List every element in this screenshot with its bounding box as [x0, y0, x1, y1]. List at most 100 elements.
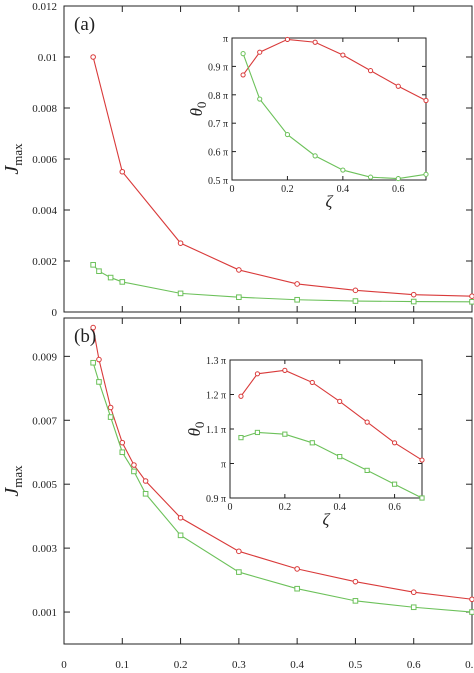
main-a-ylabel: Jmax	[1, 143, 25, 175]
main-b-xtick-label: 0.1	[115, 659, 129, 671]
inset-b-ylabel: θ0	[185, 422, 207, 437]
inset-a-ytick-label: 0.6 π	[208, 148, 228, 159]
main-a-series-2-point	[469, 299, 474, 305]
inset-b-series-1-point	[337, 398, 343, 404]
inset-a-frame	[231, 37, 427, 181]
inset-b-series-2-point	[391, 481, 398, 487]
main-b-series-1-point	[90, 324, 96, 331]
inset-a-series-2-point	[340, 167, 346, 173]
inset-b-series-1-line	[240, 369, 423, 461]
inset-a-xtick-label: 0.6	[392, 184, 405, 195]
inset-a-series-1-point	[340, 52, 346, 58]
main-b-series-2-point	[119, 449, 126, 456]
main-b-xtick-label: 0.5	[349, 659, 363, 671]
main-b-xtick-label: 0.4	[290, 659, 304, 671]
main-a-ytick-label: 0.004	[32, 205, 57, 217]
main-a-series-2-point	[352, 298, 359, 304]
inset-b-series-2-line	[240, 431, 423, 499]
inset-a-series-2-point	[395, 175, 401, 182]
inset-a-series-2-point	[312, 153, 318, 159]
inset-b-ytick-label: 1.3 π	[206, 356, 226, 367]
main-b-series-2-point	[96, 379, 102, 385]
main-a-series-1-point	[469, 293, 474, 299]
main-b-xtick-label: 0.6	[407, 659, 421, 671]
inset-a-xtick-label: 0.2	[281, 184, 294, 195]
main-b-xtick-label: 0.7	[465, 659, 474, 671]
main-a-ytick-label: 0	[52, 307, 58, 319]
inset-a-ylabel-main: θ	[187, 108, 206, 116]
main-b-series-1-point	[469, 596, 474, 603]
main-b-series-2-point	[352, 598, 359, 604]
inset-b-series-1-point	[282, 367, 288, 373]
main-b-frame	[63, 317, 473, 645]
inset-a-ylabel: θ0	[187, 102, 209, 117]
inset-a-ytick-label: π	[223, 34, 228, 45]
main-b-ylabel: Jmax	[1, 465, 25, 497]
inset-b-series-1-point	[419, 457, 425, 463]
inset-a-series-1-point	[284, 36, 291, 43]
main-b-series-2-point	[469, 609, 474, 615]
main-b-series-2-point	[177, 532, 184, 539]
main-b-series-1-point	[131, 462, 137, 468]
main-a-series-2-point	[107, 274, 114, 281]
main-a-series-1-point	[177, 240, 184, 246]
main-a-series-1-point	[294, 281, 300, 287]
panel-b: 0 0.1 0.2 0.3 0.4 0.5 0.6 0.7 0.001 0.003 0.005 0.0…	[1, 317, 474, 671]
main-b-series-2-point	[294, 585, 300, 592]
main-b-series-2-point	[131, 468, 137, 475]
inset-b-series-1-point	[391, 440, 398, 446]
main-a-ytick-label: 0.008	[32, 103, 57, 115]
inset-a-series-2-point	[284, 131, 291, 138]
inset-b-ytick-label: 1.2 π	[206, 391, 226, 402]
main-b-series-1-point	[236, 548, 242, 555]
inset-a-xlabel: ζ	[326, 192, 334, 211]
main-a-series-1-point	[352, 287, 359, 294]
inset-b-series-2-point	[309, 440, 315, 446]
inset-b-ytick-label: 1.1 π	[206, 425, 226, 436]
inset-b-ytick-label: 0.9 π	[206, 494, 226, 505]
panel-label-a: (a)	[74, 14, 95, 35]
main-a-series-2-point	[236, 294, 242, 301]
main-b-ytick-label: 0.009	[32, 351, 57, 363]
main-a-series-2-point	[177, 290, 184, 297]
inset-a-series-2-point	[367, 174, 374, 180]
main-b-xtick-label: 0	[61, 659, 67, 671]
main-b-series-2-point	[90, 359, 96, 366]
inset-a-series-1-point	[312, 39, 318, 45]
inset-b-xtick-label: 0	[228, 502, 233, 513]
main-b-series-2-point	[142, 490, 149, 497]
main-b-ytick-label: 0.003	[32, 543, 57, 555]
main-b-series-1-point	[294, 566, 300, 572]
main-a-series-1-point	[236, 267, 242, 273]
inset-b-series-1-point	[254, 371, 261, 377]
main-a-series-1-point	[119, 168, 126, 175]
inset-a-series-1-point	[423, 97, 429, 104]
main-b-series-1-point	[119, 439, 126, 446]
main-a-ytick-label: 0.006	[32, 154, 57, 166]
inset-a-series-2-point	[240, 51, 246, 57]
main-b-series-2-point	[410, 604, 417, 611]
main-a-series-2-point	[90, 262, 96, 268]
main-a-ylabel-sub: max	[10, 143, 25, 166]
inset-a-series-2-point	[257, 96, 263, 102]
inset-b-series-2-point	[337, 454, 343, 460]
main-b-ytick-label: 0.005	[32, 479, 57, 491]
main-a-ytick-label: 0.01	[38, 52, 57, 64]
inset-b-series-1-point	[309, 379, 315, 386]
main-b-series-1-point	[107, 404, 114, 411]
main-a-series-2-point	[294, 296, 300, 303]
inset-a-xtick-label: 0.4	[337, 184, 350, 195]
inset-b-ytick-label: π	[221, 460, 226, 471]
inset-a-series-1-point	[240, 72, 246, 78]
inset-b-series-2-point	[238, 435, 244, 441]
main-b-series-1-point	[177, 514, 184, 521]
inset-b-series-1-point	[364, 419, 370, 425]
inset-b-series-1-point	[238, 393, 244, 399]
main-b-xtick-label: 0.3	[232, 659, 246, 671]
inset-a-series-1-point	[395, 83, 401, 89]
inset-a-series-1-line	[242, 38, 427, 101]
main-b-xtick-label: 0.2	[174, 659, 188, 671]
